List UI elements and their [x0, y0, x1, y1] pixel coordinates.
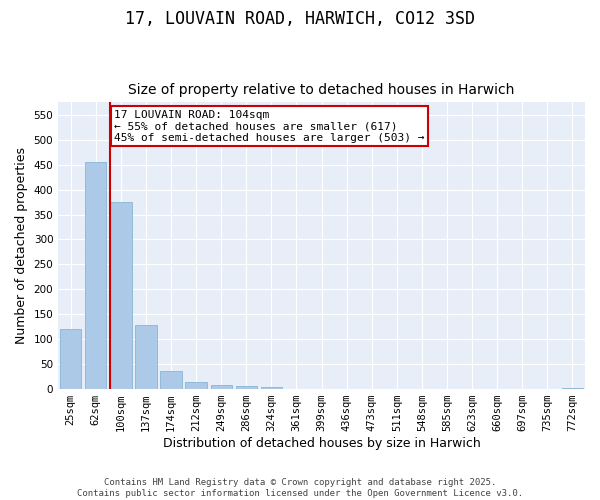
Text: 17 LOUVAIN ROAD: 104sqm
← 55% of detached houses are smaller (617)
45% of semi-d: 17 LOUVAIN ROAD: 104sqm ← 55% of detache…: [114, 110, 424, 143]
Bar: [236, 386, 257, 389]
Bar: [60, 329, 82, 389]
Title: Size of property relative to detached houses in Harwich: Size of property relative to detached ho…: [128, 83, 515, 97]
Text: 17, LOUVAIN ROAD, HARWICH, CO12 3SD: 17, LOUVAIN ROAD, HARWICH, CO12 3SD: [125, 10, 475, 28]
Bar: [562, 388, 583, 389]
Bar: [85, 162, 106, 389]
Y-axis label: Number of detached properties: Number of detached properties: [15, 147, 28, 344]
Bar: [160, 370, 182, 389]
Bar: [261, 387, 282, 389]
Bar: [110, 202, 131, 389]
X-axis label: Distribution of detached houses by size in Harwich: Distribution of detached houses by size …: [163, 437, 481, 450]
Bar: [185, 382, 207, 389]
Bar: [136, 326, 157, 389]
Bar: [211, 385, 232, 389]
Text: Contains HM Land Registry data © Crown copyright and database right 2025.
Contai: Contains HM Land Registry data © Crown c…: [77, 478, 523, 498]
